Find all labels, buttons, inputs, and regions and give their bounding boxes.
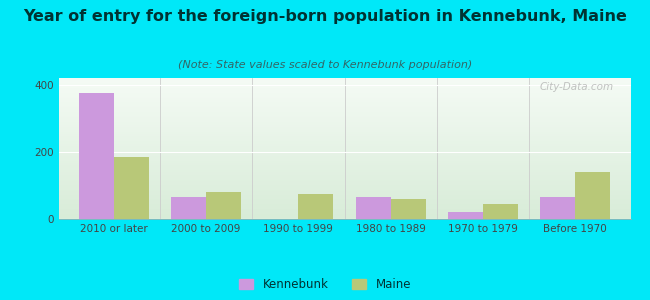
Bar	[448, 212, 483, 219]
Bar	[79, 93, 114, 219]
Bar	[356, 197, 391, 219]
Bar	[206, 192, 241, 219]
Legend: Kennebunk, Maine: Kennebunk, Maine	[239, 278, 411, 291]
Bar	[171, 197, 206, 219]
Bar	[391, 199, 426, 219]
Text: Year of entry for the foreign-born population in Kennebunk, Maine: Year of entry for the foreign-born popul…	[23, 9, 627, 24]
Bar	[540, 197, 575, 219]
Bar	[114, 157, 149, 219]
Bar	[575, 172, 610, 219]
Text: City-Data.com: City-Data.com	[540, 82, 614, 92]
Bar	[483, 204, 518, 219]
Text: (Note: State values scaled to Kennebunk population): (Note: State values scaled to Kennebunk …	[178, 60, 472, 70]
Bar	[298, 194, 333, 219]
